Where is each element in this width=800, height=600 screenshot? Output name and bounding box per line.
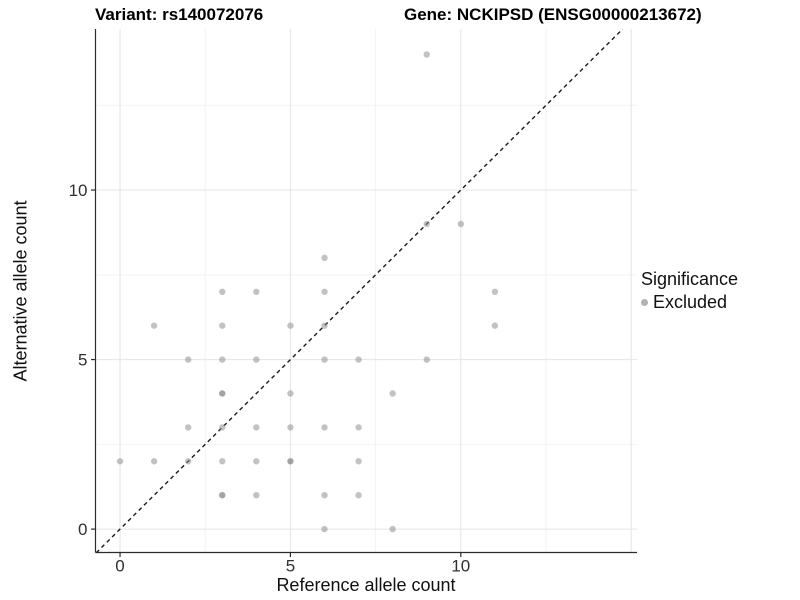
data-point	[287, 424, 294, 431]
data-point	[287, 458, 294, 465]
y-axis-title: Alternative allele count	[10, 200, 31, 382]
data-point	[491, 288, 499, 295]
data-point	[355, 424, 362, 431]
data-point	[423, 220, 430, 228]
data-point	[253, 458, 260, 465]
x-tick-label: 5	[286, 557, 295, 576]
data-point	[287, 390, 294, 397]
legend-title: Significance	[641, 269, 739, 289]
data-point	[389, 390, 396, 397]
data-point	[219, 424, 226, 431]
data-point	[253, 491, 260, 499]
data-point	[423, 51, 430, 58]
y-tick-label: 5	[78, 351, 87, 370]
x-tick-label: 0	[115, 557, 124, 576]
data-point	[184, 424, 192, 431]
data-point	[219, 390, 226, 397]
data-point	[116, 458, 124, 465]
y-tick-label: 10	[69, 181, 88, 200]
data-point	[253, 288, 260, 295]
data-point	[321, 288, 328, 295]
data-point	[321, 254, 328, 262]
data-point	[423, 356, 430, 363]
legend: Significance Excluded	[641, 269, 738, 313]
data-point	[219, 288, 226, 295]
y-tick-label: 0	[78, 520, 87, 539]
data-point	[150, 458, 158, 465]
data-point	[355, 356, 362, 363]
data-point	[150, 322, 158, 329]
data-point	[491, 322, 499, 329]
data-point	[219, 356, 226, 363]
gene-title: Gene: NCKIPSD (ENSG00000213672)	[404, 5, 702, 24]
data-point	[321, 491, 328, 499]
x-tick-label: 10	[451, 557, 470, 576]
data-point	[219, 491, 226, 499]
legend-item-excluded: Excluded	[641, 292, 738, 313]
data-point	[253, 424, 260, 431]
data-point	[321, 322, 328, 329]
data-point	[184, 458, 192, 465]
data-point	[355, 491, 362, 499]
variant-title: Variant: rs140072076	[95, 5, 264, 24]
legend-item-label: Excluded	[653, 292, 728, 312]
data-point	[389, 525, 396, 533]
data-point	[321, 525, 328, 533]
x-axis-title: Reference allele count	[276, 575, 456, 595]
data-point	[321, 356, 328, 363]
data-point	[184, 356, 192, 363]
data-point	[457, 220, 465, 228]
data-point	[219, 458, 226, 465]
excluded-point-icon	[641, 299, 648, 306]
identity-line	[95, 28, 624, 554]
data-point	[219, 322, 226, 329]
data-point	[321, 424, 328, 431]
data-point	[253, 356, 260, 363]
data-point	[355, 458, 362, 465]
data-point	[287, 322, 294, 329]
